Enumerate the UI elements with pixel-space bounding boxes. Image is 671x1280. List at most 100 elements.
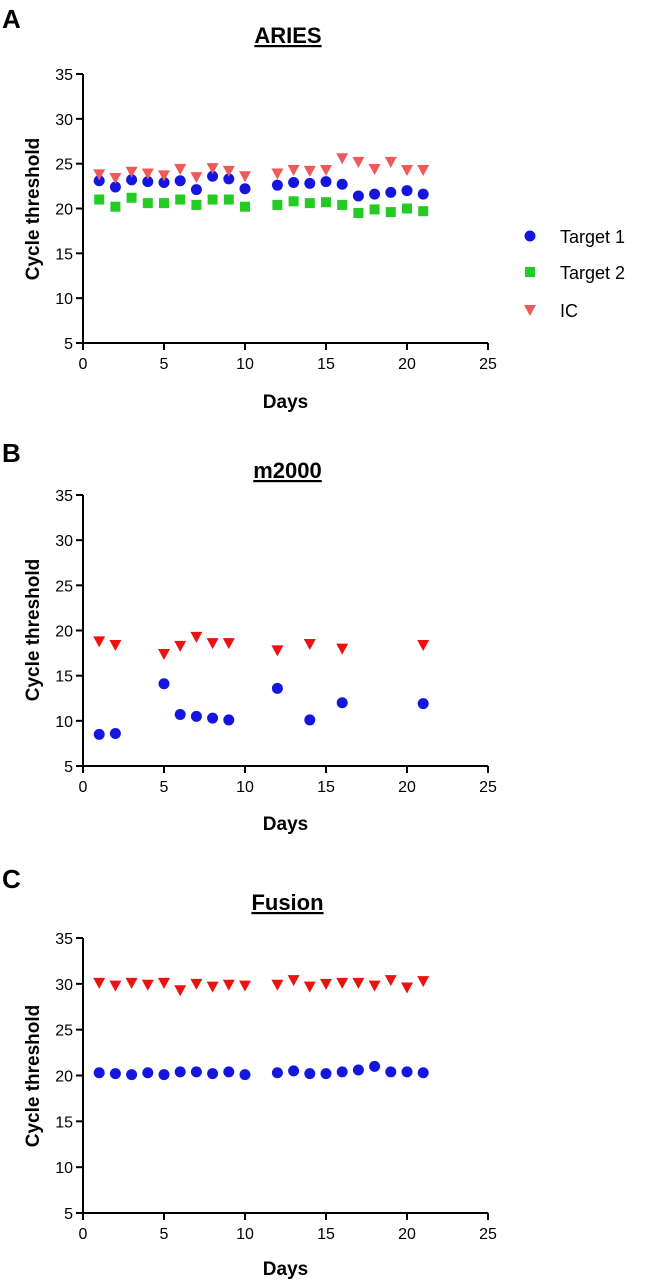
data-point xyxy=(190,184,202,196)
data-point xyxy=(385,207,396,218)
data-point xyxy=(417,164,430,176)
y-tick-label: 15 xyxy=(55,1114,73,1131)
y-tick-label: 15 xyxy=(55,669,73,686)
x-axis-label: Days xyxy=(263,392,308,413)
x-tick-label: 20 xyxy=(398,356,416,373)
data-point xyxy=(158,170,170,182)
legend-label: IC xyxy=(560,301,578,321)
x-tick-label: 10 xyxy=(236,779,254,796)
y-tick-label: 20 xyxy=(55,202,73,219)
legend-label: Target 2 xyxy=(560,263,625,283)
data-point xyxy=(271,1067,283,1079)
data-point xyxy=(303,981,316,993)
data-point xyxy=(109,980,122,992)
data-point xyxy=(303,639,316,651)
y-tick-label: 20 xyxy=(55,1069,73,1086)
panel-letter: A xyxy=(2,4,21,34)
data-point xyxy=(174,164,187,176)
y-tick-label: 30 xyxy=(55,533,73,550)
data-point xyxy=(271,979,284,991)
data-point xyxy=(158,977,170,989)
data-point xyxy=(142,176,154,188)
data-point xyxy=(206,638,219,650)
data-point xyxy=(353,207,364,218)
data-point xyxy=(401,164,413,176)
x-tick-label: 25 xyxy=(479,356,497,373)
data-point xyxy=(109,173,122,185)
x-tick-label: 5 xyxy=(160,356,169,373)
data-point xyxy=(288,176,300,188)
data-point xyxy=(320,164,332,176)
data-point xyxy=(94,194,105,205)
data-point xyxy=(336,153,349,165)
data-point xyxy=(288,1065,300,1077)
data-point xyxy=(272,199,283,210)
y-tick-label: 25 xyxy=(55,578,73,595)
data-point xyxy=(368,980,381,992)
data-point xyxy=(369,1060,381,1072)
data-point xyxy=(336,643,349,655)
x-tick-label: 10 xyxy=(236,356,254,373)
data-point xyxy=(174,985,187,997)
data-point xyxy=(158,1069,170,1081)
data-point xyxy=(384,975,397,987)
x-tick-label: 15 xyxy=(317,779,335,796)
data-point xyxy=(287,975,300,987)
data-point xyxy=(401,982,413,994)
y-tick-label: 10 xyxy=(55,291,73,308)
x-axis-label: Days xyxy=(263,1259,308,1280)
x-tick-label: 15 xyxy=(317,1226,335,1243)
data-point xyxy=(352,190,364,202)
y-tick-label: 20 xyxy=(55,624,73,641)
data-point xyxy=(369,188,381,200)
data-point xyxy=(93,977,106,989)
y-tick-label: 35 xyxy=(55,931,73,948)
y-axis-label: Cycle threshold xyxy=(23,559,44,702)
data-point xyxy=(207,170,219,182)
x-tick-label: 25 xyxy=(479,779,497,796)
panel-letter: B xyxy=(2,438,21,468)
series-0 xyxy=(93,678,429,740)
data-point xyxy=(385,186,397,198)
data-point xyxy=(93,728,105,740)
data-point xyxy=(158,678,170,690)
x-tick-label: 5 xyxy=(160,1226,169,1243)
data-point xyxy=(190,978,203,990)
data-point xyxy=(271,179,283,191)
data-point xyxy=(174,709,186,721)
data-point xyxy=(239,980,251,992)
data-point xyxy=(271,645,284,657)
data-point xyxy=(109,181,121,193)
y-tick-label: 5 xyxy=(64,1206,73,1223)
y-axis-label: Cycle threshold xyxy=(23,1005,44,1148)
data-point xyxy=(190,631,203,643)
data-point xyxy=(93,175,105,187)
data-point xyxy=(222,165,235,177)
x-tick-label: 15 xyxy=(317,356,335,373)
data-point xyxy=(288,196,299,207)
data-point xyxy=(175,194,186,205)
legend: Target 1 Target 2 IC xyxy=(524,227,625,321)
data-point xyxy=(190,172,203,184)
panel-letter: C xyxy=(2,864,21,894)
y-axis-label: Cycle threshold xyxy=(23,138,44,281)
chart-title: ARIES xyxy=(254,23,321,48)
x-tick-label: 0 xyxy=(79,1226,88,1243)
data-point xyxy=(93,169,106,181)
data-point xyxy=(141,979,154,991)
x-tick-label: 0 xyxy=(79,779,88,796)
legend-marker xyxy=(524,230,536,242)
data-point xyxy=(174,175,186,187)
data-point xyxy=(321,197,331,208)
data-point xyxy=(417,1067,429,1079)
data-point xyxy=(401,1066,413,1078)
x-tick-label: 10 xyxy=(236,1226,254,1243)
data-point xyxy=(158,648,170,660)
data-point xyxy=(158,176,170,188)
data-point xyxy=(240,201,250,212)
y-tick-label: 10 xyxy=(55,1160,73,1177)
y-tick-label: 30 xyxy=(55,977,73,994)
data-point xyxy=(159,198,169,209)
